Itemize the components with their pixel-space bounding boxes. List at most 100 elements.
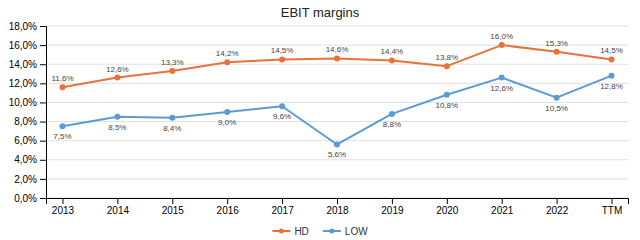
legend-marker <box>329 229 334 234</box>
data-label: 12,6% <box>490 84 513 93</box>
point <box>609 56 615 62</box>
point <box>609 73 615 79</box>
tick-label: 2016 <box>217 205 240 216</box>
legend-marker <box>279 229 284 234</box>
y-tick: 8,0% <box>14 116 46 127</box>
point <box>279 56 285 62</box>
tick-mark <box>447 198 448 204</box>
title: EBIT margins <box>281 5 360 20</box>
x-tick: 2016 <box>217 198 240 216</box>
tick-mark <box>40 198 46 199</box>
legend-item: LOW <box>323 226 368 237</box>
point <box>224 109 230 115</box>
point <box>444 63 450 69</box>
legend-item: HD <box>272 226 308 237</box>
point <box>59 123 65 129</box>
tick-label: 2019 <box>381 205 404 216</box>
data-label: 9,6% <box>273 112 291 121</box>
data-label: 9,0% <box>218 118 236 127</box>
tick-mark <box>40 26 46 27</box>
tick-mark <box>282 198 283 204</box>
data-label: 14,5% <box>600 46 623 55</box>
x-tick: 2017 <box>271 198 294 216</box>
tick-label: TTM <box>602 205 623 216</box>
data-label: 10,8% <box>435 101 458 110</box>
data-label: 13,3% <box>161 58 184 67</box>
data-labels: 11,6%12,6%13,3%14,2%14,5%14,6%14,4%13,8%… <box>51 32 622 159</box>
point <box>389 111 395 117</box>
tick-label: 10,0% <box>9 97 37 108</box>
data-label: 8,4% <box>163 124 181 133</box>
x-tick: 2020 <box>436 198 459 216</box>
y-tick: 6,0% <box>14 135 46 146</box>
y-tick: 4,0% <box>14 154 46 165</box>
x-tick: 2014 <box>107 198 130 216</box>
data-label: 14,6% <box>326 45 349 54</box>
tick-mark <box>227 198 228 204</box>
data-label: 13,8% <box>435 53 458 62</box>
point <box>444 92 450 98</box>
tick-mark <box>40 102 46 103</box>
point <box>334 55 340 61</box>
tick-mark <box>612 198 613 204</box>
grid-line <box>46 140 628 141</box>
data-label: 14,2% <box>216 49 239 58</box>
tick-label: 2,0% <box>14 174 37 185</box>
x-tick: 2013 <box>52 198 75 216</box>
grid-line <box>46 64 628 65</box>
tick-label: 2013 <box>52 205 75 216</box>
grid-line <box>46 121 628 122</box>
legend: HD LOW <box>272 226 368 237</box>
y-tick: 12,0% <box>9 78 46 89</box>
data-label: 7,5% <box>53 132 71 141</box>
point <box>554 49 560 55</box>
x-tick: 2019 <box>381 198 404 216</box>
grid <box>46 26 628 198</box>
data-label: 12,8% <box>600 82 623 91</box>
tick-label: 2021 <box>491 205 514 216</box>
x-tick: 2018 <box>326 198 349 216</box>
tick-label: 8,0% <box>14 116 37 127</box>
grid-line <box>46 26 628 27</box>
data-label: 10,5% <box>545 104 568 113</box>
data-label: 14,5% <box>271 46 294 55</box>
grid-line <box>46 83 628 84</box>
legend-label: LOW <box>345 226 368 237</box>
axis-line <box>40 27 47 199</box>
y-axis: 0,0%2,0%4,0%6,0%8,0%10,0%12,0%14,0%16,0%… <box>9 21 47 204</box>
tick-mark <box>117 198 118 204</box>
y-tick: 0,0% <box>14 193 46 204</box>
data-label: 11,6% <box>51 74 73 83</box>
legend-label: HD <box>294 226 308 237</box>
tick-mark <box>40 64 46 65</box>
series-line <box>62 45 611 87</box>
point <box>279 103 285 109</box>
point <box>114 114 120 120</box>
chart: EBIT margins 0,0% 2,0% 4,0% 6,0% 8,0% 10,0% 12,… <box>0 0 640 240</box>
tick-mark <box>40 45 46 46</box>
x-tick: 2021 <box>491 198 514 216</box>
y-tick: 2,0% <box>14 174 46 185</box>
point <box>224 59 230 65</box>
tick-mark <box>40 122 46 123</box>
tick-mark <box>40 179 46 180</box>
tick-mark <box>40 141 46 142</box>
data-label: 16,0% <box>490 32 513 41</box>
data-label: 5,6% <box>328 150 346 159</box>
grid-line <box>46 178 628 179</box>
series-line <box>62 76 611 145</box>
tick-label: 4,0% <box>14 154 37 165</box>
tick-label: 2015 <box>162 205 185 216</box>
tick-label: 12,0% <box>9 78 37 89</box>
x-tick: 2015 <box>162 198 185 216</box>
tick-mark <box>172 198 173 204</box>
point <box>169 68 175 74</box>
tick-label: 18,0% <box>9 21 37 32</box>
tick-label: 2022 <box>546 205 569 216</box>
data-label: 8,5% <box>108 123 126 132</box>
tick-mark <box>392 198 393 204</box>
data-label: 15,3% <box>545 39 568 48</box>
tick-mark <box>557 198 558 204</box>
tick-mark <box>40 83 46 84</box>
data-label: 8,8% <box>383 120 401 129</box>
